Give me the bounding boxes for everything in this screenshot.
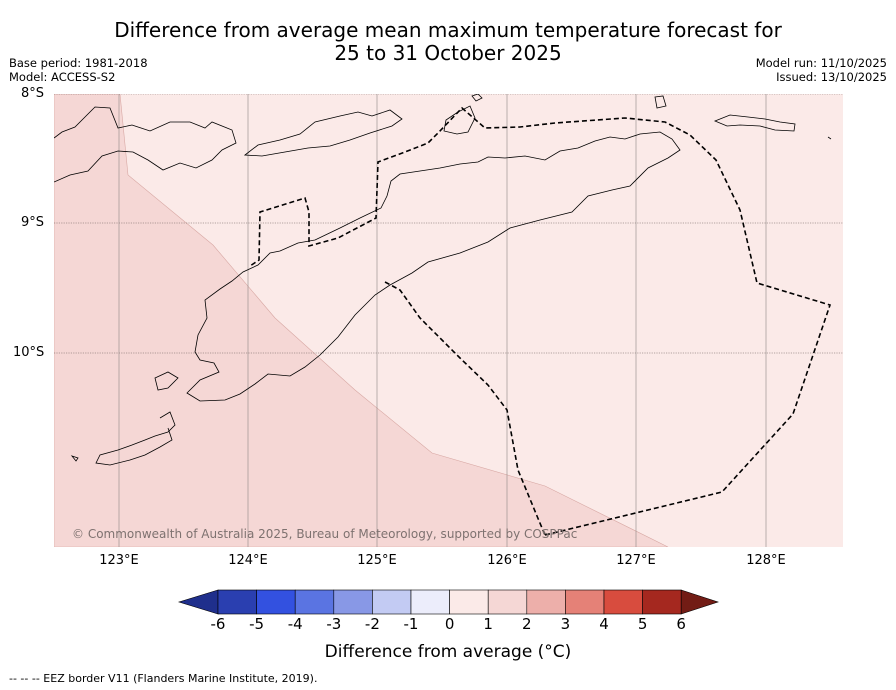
colorbar-tick-label: -1 xyxy=(403,615,419,633)
timor-coast xyxy=(186,131,681,402)
colorbar-tick-label: 2 xyxy=(522,615,532,633)
region-southwest xyxy=(54,94,669,547)
colorbar-segment xyxy=(526,589,566,615)
colorbar-tick-label: -3 xyxy=(326,615,342,633)
eez-border xyxy=(249,106,832,536)
colorbar-segment xyxy=(642,589,682,615)
issued-date: Issued: 13/10/2025 xyxy=(776,70,887,84)
rote-small xyxy=(154,371,179,391)
lon-label-127e: 127°E xyxy=(616,553,656,568)
model-run: Model run: 11/10/2025 xyxy=(755,56,887,70)
meta-right: Model run: 11/10/2025 Issued: 13/10/2025 xyxy=(756,56,887,84)
colorbar-tick-label: 4 xyxy=(599,615,609,633)
colorbar-tick-label: -5 xyxy=(249,615,265,633)
chart-title: Difference from average mean maximum tem… xyxy=(114,18,782,65)
lon-label-128e: 128°E xyxy=(746,553,786,568)
colorbar-segment xyxy=(603,589,643,615)
lat-label-8s: 8°S xyxy=(21,86,45,101)
base-period: Base period: 1981-2018 xyxy=(9,56,148,70)
colorbar-extend-high xyxy=(680,589,719,615)
colorbar-segment xyxy=(487,589,528,615)
eez-footnote: -- -- -- EEZ border V11 (Flanders Marine… xyxy=(9,672,318,685)
colorbar-tick-label: -4 xyxy=(287,615,303,633)
savu-coast xyxy=(70,455,79,462)
meta-left: Base period: 1981-2018 Model: ACCESS-S2 xyxy=(9,56,148,84)
colorbar-segment xyxy=(565,589,605,615)
lat-label-10s: 10°S xyxy=(13,345,45,360)
colorbar-label: Difference from average (°C) xyxy=(324,642,572,662)
rote-coast xyxy=(95,411,176,466)
lon-label-126e: 126°E xyxy=(487,553,527,568)
lon-label-124e: 124°E xyxy=(228,553,268,568)
colorbar-segment xyxy=(333,589,373,615)
small-island-2 xyxy=(471,94,483,102)
lon-label-125e: 125°E xyxy=(357,553,397,568)
colorbar-tick-label: 3 xyxy=(560,615,571,633)
wetar-coast xyxy=(713,114,796,132)
coastlines xyxy=(54,94,832,466)
colorbar-extend-low xyxy=(177,589,219,615)
flores-alor-coast xyxy=(54,106,237,183)
colorbar-segment xyxy=(256,589,296,615)
colorbar-tick-label: 6 xyxy=(676,615,686,633)
colorbar-tick-label: -2 xyxy=(364,615,380,633)
colorbar-tick-label: 1 xyxy=(483,615,493,633)
small-island-1 xyxy=(654,95,667,109)
colorbar-tick-label: 5 xyxy=(637,615,648,633)
colorbar-tick-label: -6 xyxy=(210,615,226,633)
atauro-coast xyxy=(443,105,476,135)
model-name: Model: ACCESS-S2 xyxy=(9,70,116,84)
lon-label-123e: 123°E xyxy=(99,553,139,568)
colorbar-segment xyxy=(449,589,489,615)
small-island-3 xyxy=(827,136,832,140)
copyright-text: © Commonwealth of Australia 2025, Bureau… xyxy=(72,527,578,541)
colorbar-tick-label: 0 xyxy=(444,615,455,633)
alor-coast xyxy=(243,109,403,157)
colorbar-segment xyxy=(294,589,335,615)
colorbar-segment xyxy=(372,589,412,615)
lat-label-9s: 9°S xyxy=(21,215,45,230)
colorbar-segment xyxy=(410,589,450,615)
colorbar-segment xyxy=(217,589,257,615)
